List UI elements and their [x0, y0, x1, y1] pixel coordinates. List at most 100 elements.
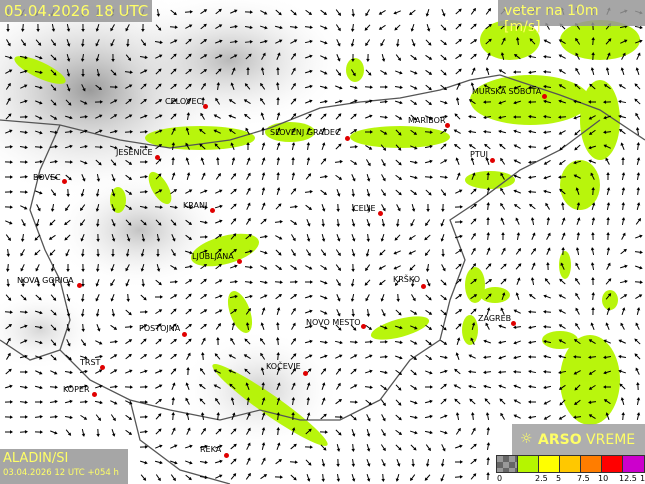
wind-arrow-head — [323, 266, 328, 270]
wind-arrow — [125, 115, 131, 119]
wind-arrow-head — [24, 206, 28, 210]
wind-arrow-head — [81, 268, 85, 272]
wind-arrow-head — [382, 147, 387, 151]
wind-arrow-head — [500, 202, 504, 207]
wind-arrow-head — [233, 309, 238, 313]
wind-arrow — [604, 115, 612, 119]
wind-arrow-head — [500, 52, 505, 56]
wind-arrow-head — [498, 115, 502, 120]
wind-arrow — [351, 234, 355, 240]
brand-part2: VREME — [581, 432, 636, 448]
wind-arrow-head — [351, 463, 356, 467]
wind-arrow — [34, 325, 42, 329]
wind-arrow-head — [486, 232, 491, 236]
wind-arrow — [394, 86, 402, 88]
wind-arrow — [455, 69, 461, 75]
wind-arrow-head — [366, 433, 371, 437]
wind-arrow-head — [84, 355, 88, 360]
wind-arrow-head — [498, 355, 502, 360]
wind-arrow — [439, 355, 447, 359]
wind-arrow — [380, 24, 386, 30]
wind-arrow-head — [53, 116, 58, 120]
wind-arrow-head — [502, 37, 506, 42]
legend-tick: 15 — [640, 474, 645, 483]
wind-arrow-head — [366, 193, 371, 197]
wind-arrow-head — [413, 447, 417, 451]
wind-arrow — [290, 369, 296, 375]
wind-arrow-head — [172, 252, 176, 257]
wind-arrow-head — [140, 268, 145, 272]
wind-arrow-head — [128, 311, 132, 316]
wind-arrow-head — [380, 42, 384, 47]
wind-arrow-head — [276, 157, 281, 161]
wind-arrow-head — [276, 307, 281, 311]
wind-arrow-head — [515, 37, 520, 41]
wind-arrow-head — [488, 38, 492, 43]
wind-arrow-head — [444, 100, 448, 105]
wind-arrow — [485, 24, 491, 30]
wind-arrow-head — [128, 84, 133, 88]
wind-arrow-head — [69, 415, 73, 420]
wind-arrow-head — [158, 222, 162, 226]
wind-arrow-head — [292, 67, 296, 72]
wind-arrow — [486, 188, 490, 196]
wind-arrow-head — [472, 172, 476, 176]
wind-arrow-head — [444, 430, 448, 435]
wind-arrow — [215, 25, 221, 29]
wind-arrow-head — [249, 294, 253, 299]
legend-tick: 0 — [497, 474, 503, 483]
wind-arrow-head — [468, 99, 473, 103]
wind-arrow-head — [219, 189, 223, 193]
wind-arrow-head — [623, 294, 628, 298]
wind-arrow-head — [397, 207, 401, 212]
wind-arrow-head — [96, 178, 101, 182]
wind-arrow — [230, 115, 236, 119]
wind-arrow-head — [64, 221, 68, 226]
wind-arrow — [605, 399, 611, 405]
wind-arrow-head — [48, 236, 53, 240]
wind-arrow-head — [352, 178, 356, 182]
wind-arrow-head — [233, 248, 237, 253]
wind-arrow-head — [468, 144, 473, 148]
wind-arrow-head — [174, 444, 178, 448]
wind-arrow — [351, 428, 355, 436]
wind-arrow — [634, 251, 642, 253]
wind-arrow-head — [129, 146, 133, 150]
wind-arrow-head — [81, 283, 85, 287]
wind-arrow-head — [36, 283, 41, 287]
wind-arrow-head — [429, 175, 433, 179]
wind-arrow — [381, 309, 385, 315]
wind-arrow-head — [513, 399, 518, 403]
wind-arrow — [50, 189, 56, 195]
wind-arrow-head — [517, 247, 521, 252]
wind-arrow — [215, 264, 221, 270]
wind-arrow-head — [339, 415, 343, 419]
city-marker — [92, 392, 97, 397]
wind-arrow-head — [232, 173, 237, 177]
wind-arrow-head — [382, 207, 386, 212]
wind-arrow-head — [472, 427, 476, 432]
wind-arrow — [230, 459, 236, 465]
wind-arrow-head — [528, 145, 532, 149]
wind-arrow-head — [620, 67, 625, 71]
wind-arrow-head — [443, 383, 447, 388]
wind-arrow-head — [6, 28, 10, 32]
wind-arrow-head — [574, 387, 578, 391]
wind-arrow — [155, 324, 161, 330]
wind-arrow — [4, 385, 12, 389]
wind-arrow-head — [20, 252, 24, 257]
wind-arrow-head — [398, 431, 403, 435]
wind-arrow — [621, 218, 625, 226]
wind-arrow-head — [500, 217, 504, 221]
wind-arrow — [20, 205, 26, 209]
wind-arrow-head — [144, 205, 148, 210]
wind-arrow-head — [111, 193, 116, 197]
wind-arrow-head — [498, 384, 502, 388]
wind-arrow-head — [428, 56, 433, 60]
wind-arrow — [305, 204, 311, 210]
wind-arrow-head — [99, 384, 103, 389]
wind-arrow-head — [113, 72, 117, 76]
wind-arrow-head — [619, 128, 623, 133]
wind-arrow-head — [53, 327, 57, 331]
wind-arrow-head — [369, 130, 373, 134]
